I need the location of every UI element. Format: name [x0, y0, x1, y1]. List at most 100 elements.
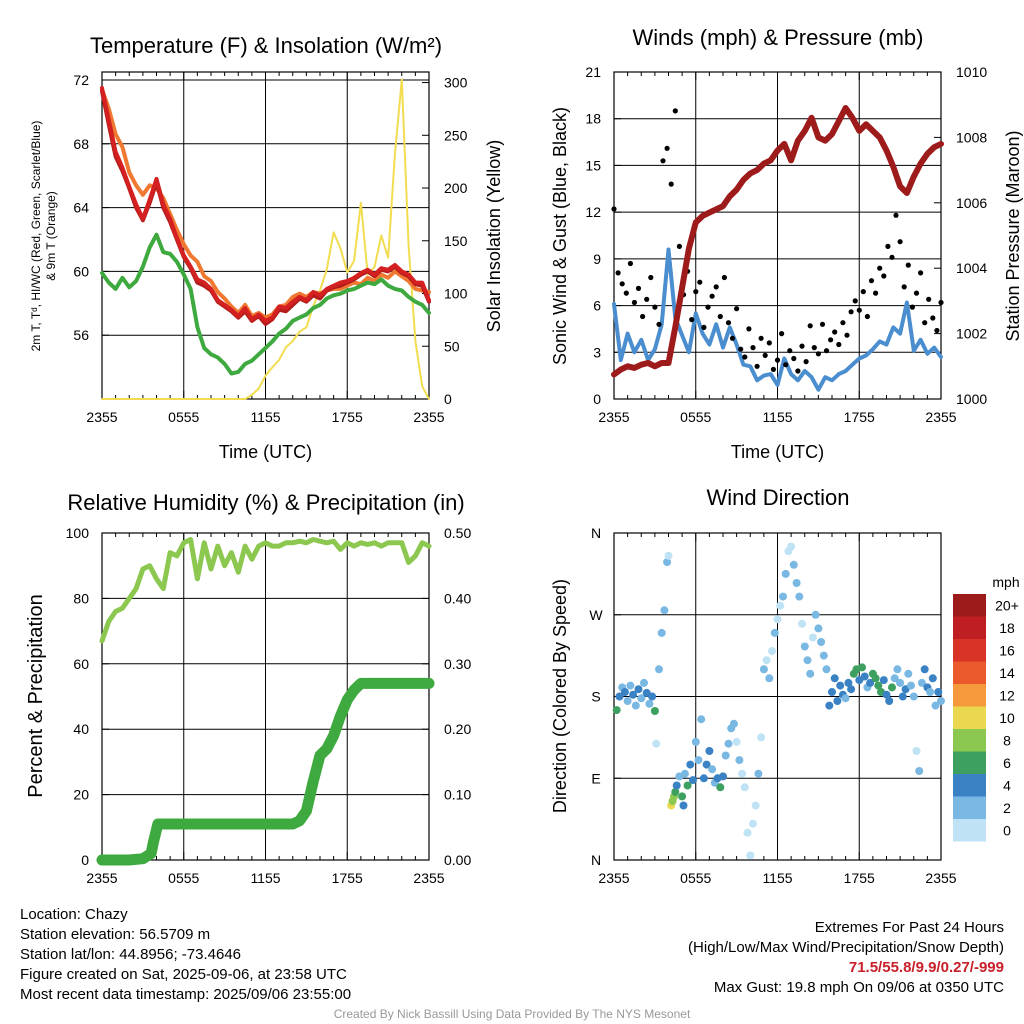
extremes-title: Extremes For Past 24 Hours [814, 919, 1004, 936]
direction-point [691, 737, 700, 746]
y2-tick-label: 0.30 [444, 656, 471, 672]
direction-point [702, 760, 711, 769]
direction-point [841, 694, 850, 703]
gust-point [823, 348, 830, 354]
direction-point [655, 665, 663, 674]
gust-point [644, 296, 650, 302]
direction-point [912, 747, 921, 755]
gust-point [881, 273, 887, 279]
direction-point [909, 692, 918, 701]
direction-point [917, 678, 926, 687]
station-location: Location: Chazy [20, 906, 128, 923]
direction-point [686, 760, 695, 769]
gust-point [774, 357, 781, 363]
direction-point [898, 692, 907, 701]
direction-point [689, 776, 697, 785]
direction-point [629, 690, 638, 699]
gust-point [926, 296, 932, 302]
humidity-line [99, 537, 432, 644]
direction-point [671, 787, 680, 796]
y-tick-label: 68 [73, 136, 89, 152]
gust-point [668, 181, 674, 187]
y-tick-label: 12 [585, 204, 601, 220]
gust-point [803, 359, 809, 365]
gust-point [893, 212, 899, 218]
gust-point [762, 352, 768, 358]
x-tick-label: 2355 [925, 409, 956, 425]
y2-tick-label: 0.20 [444, 721, 471, 737]
gust-point [721, 274, 728, 281]
direction-point [907, 681, 915, 690]
gust-point [897, 239, 903, 245]
gust-point [938, 299, 944, 306]
colorbar-label: 12 [999, 687, 1015, 703]
gust-point [627, 260, 634, 267]
direction-point [754, 769, 763, 778]
y-tick-label: 64 [73, 200, 89, 216]
gust-point [705, 304, 711, 310]
pressure-line [611, 105, 944, 378]
direction-point [724, 739, 733, 748]
y-tick-label: S [591, 689, 600, 705]
y2-tick-label: 0 [444, 391, 452, 407]
gust-point [783, 362, 789, 368]
y2-tick-label: 200 [444, 180, 468, 196]
x-tick-label: 1155 [250, 409, 280, 425]
x-tick-label: 2355 [925, 870, 956, 886]
gust-point [860, 289, 866, 295]
speed-colorbar: mph 20+ 18 16 14 12 10 8 6 4 2 0 [953, 574, 1020, 842]
gust-point [913, 290, 920, 296]
y-axis-label-line2: & 9m T (Orange) [44, 191, 58, 281]
gust-point [758, 335, 764, 341]
direction-point [814, 624, 823, 633]
gust-point [901, 284, 907, 290]
gust-point [787, 348, 793, 354]
direction-point [781, 569, 790, 578]
direction-point [787, 542, 796, 551]
direction-point [808, 633, 817, 642]
direction-point [879, 676, 888, 685]
y-tick-label: 15 [585, 157, 601, 173]
x-axis-label: Time (UTC) [731, 442, 824, 462]
direction-point [615, 692, 624, 701]
colorbar-label: 20+ [995, 597, 1019, 613]
gust-point [664, 145, 670, 151]
colorbar-label: 16 [999, 642, 1015, 658]
y-axis-label: 2m T, Tᵈ, HI/WC (Red, Green, Scarlet/Blu… [29, 121, 43, 352]
y-tick-label: 72 [73, 72, 89, 88]
gust-point [742, 354, 748, 360]
x-tick-label: 2355 [86, 870, 117, 886]
colorbar-swatch [953, 616, 986, 639]
colorbar-label: 10 [999, 710, 1015, 726]
direction-point [768, 647, 776, 656]
y-axis-label: Direction (Colored By Speed) [550, 579, 570, 813]
y-tick-label: 0 [593, 391, 601, 407]
wind-direction-panel: 2355 0555 1155 1755 2355 Wind Direction N W S E N D… [550, 485, 957, 886]
recent-timestamp: Most recent data timestamp: 2025/09/06 2… [20, 986, 352, 1003]
colorbar-swatch [953, 661, 986, 684]
direction-point [828, 688, 836, 696]
gust-point [619, 281, 625, 287]
direction-point [871, 674, 880, 683]
y2-tick-label: 1002 [956, 326, 987, 342]
gust-point [868, 278, 875, 284]
direction-point [680, 769, 689, 778]
direction-point [721, 751, 730, 760]
y-tick-label: N [591, 525, 601, 541]
direction-point [626, 681, 635, 690]
direction-point [874, 681, 883, 690]
y-tick-label: E [591, 770, 600, 786]
station-info: Location: Chazy Station elevation: 56.57… [20, 905, 351, 1005]
direction-point [719, 772, 727, 781]
x-tick-label: 1755 [332, 409, 363, 425]
colorbar-label: 6 [1003, 755, 1011, 771]
x-tick-label: 2355 [598, 409, 629, 425]
y2-tick-label: 1000 [956, 391, 987, 407]
direction-point [858, 663, 866, 672]
y2-tick-label: 0.00 [444, 852, 471, 868]
direction-point [888, 683, 896, 692]
direction-point [683, 781, 692, 790]
y-tick-label: 60 [73, 263, 89, 279]
gust-point [660, 158, 666, 164]
